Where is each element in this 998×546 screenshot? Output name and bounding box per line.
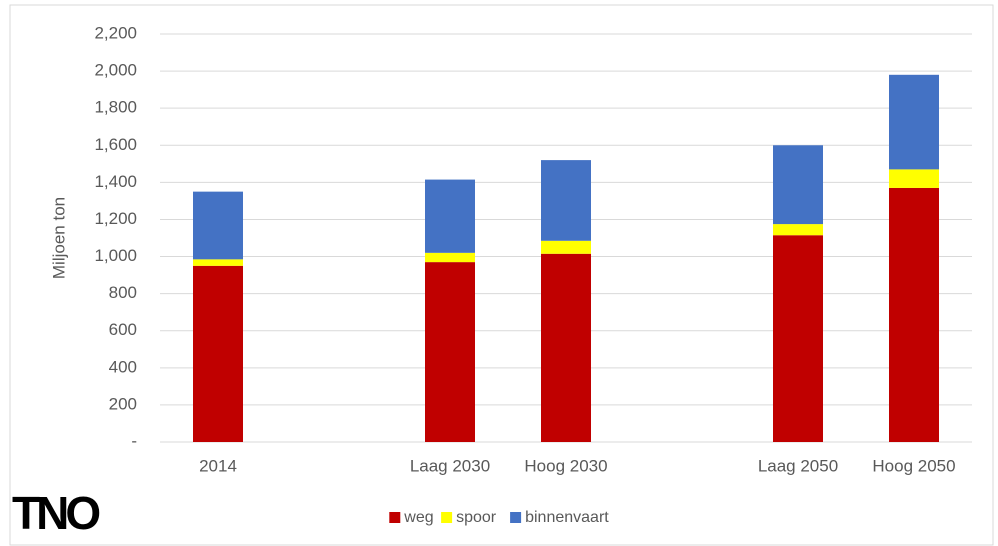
legend-swatch <box>389 512 401 523</box>
legend-swatch <box>510 512 522 523</box>
y-tick-label: 200 <box>109 394 137 413</box>
x-tick-label: Hoog 2030 <box>524 456 607 475</box>
bar-segment <box>425 262 475 442</box>
x-tick-label: Hoog 2050 <box>872 456 955 475</box>
y-tick-label: 1,400 <box>94 172 137 191</box>
bar-segment <box>773 235 823 442</box>
bar-segment <box>425 252 475 263</box>
x-tick-label: Laag 2030 <box>410 456 490 475</box>
bar-segment <box>193 259 243 266</box>
legend-label: binnenvaart <box>525 509 609 526</box>
y-tick-label: 1,800 <box>94 98 137 117</box>
x-tick-label: 2014 <box>199 456 237 475</box>
legend-label: weg <box>403 509 433 526</box>
y-tick-label: - <box>131 431 137 450</box>
legend-swatch <box>441 512 453 523</box>
y-tick-label: 1,200 <box>94 209 137 228</box>
bar-segment <box>541 253 591 442</box>
bar-segment <box>425 179 475 253</box>
bar-segment <box>773 145 823 225</box>
bar-segment <box>193 191 243 260</box>
y-tick-label: 2,000 <box>94 61 137 80</box>
logo: TNO <box>12 487 99 539</box>
chart-frame <box>9 4 994 546</box>
y-tick-label: 1,000 <box>94 246 137 265</box>
y-tick-label: 2,200 <box>94 23 137 42</box>
y-tick-label: 400 <box>109 357 137 376</box>
bar-segment <box>889 169 939 188</box>
bar-segment <box>889 74 939 170</box>
legend-label: spoor <box>456 509 497 526</box>
y-tick-label: 1,600 <box>94 135 137 154</box>
bar-segment <box>889 187 939 442</box>
x-tick-label: Laag 2050 <box>758 456 838 475</box>
bar-segment <box>541 240 591 254</box>
bar-segment <box>193 265 243 442</box>
bar-segment <box>773 224 823 236</box>
bar-segment <box>541 160 591 241</box>
y-tick-label: 800 <box>109 283 137 302</box>
y-tick-label: 600 <box>109 320 137 339</box>
y-axis-label: Miljoen ton <box>49 197 68 279</box>
